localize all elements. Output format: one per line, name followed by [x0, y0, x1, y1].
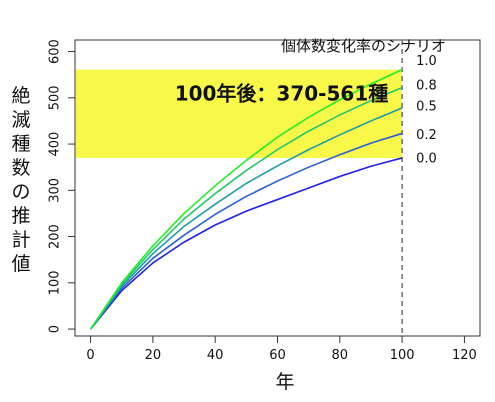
y-tick-label: 0 [48, 325, 63, 333]
series-line-1.0 [89, 68, 403, 330]
series-line-0.8 [89, 86, 403, 330]
x-tick-label: 20 [145, 348, 162, 363]
series-label-0.5: 0.5 [416, 100, 437, 115]
x-tick-label: 0 [86, 348, 94, 363]
y-tick-label: 200 [48, 224, 63, 249]
series-line-0.2 [89, 132, 403, 330]
legend-title: 個体数変化率のシナリオ [281, 37, 446, 55]
series-label-0.0: 0.0 [416, 151, 437, 166]
x-tick-label: 80 [332, 348, 349, 363]
axes: 0 20 40 60 80 100 120 0 100 200 300 400 500 600 [48, 39, 481, 363]
series-lines [89, 68, 403, 330]
series-line-0.0 [89, 157, 403, 330]
series-label-1.0: 1.0 [416, 54, 437, 69]
series-line-0.5 [89, 107, 403, 330]
y-tick-label: 500 [48, 85, 63, 110]
y-tick-label: 300 [48, 178, 63, 203]
y-tick-label: 400 [48, 132, 63, 157]
series-label-0.2: 0.2 [416, 128, 437, 143]
annotation-text: 100年後：370-561種 [175, 82, 389, 106]
x-tick-label: 40 [207, 348, 224, 363]
y-tick-label: 100 [48, 270, 63, 295]
series-label-0.8: 0.8 [416, 78, 437, 93]
y-axis-label: 絶滅種数の推計値 [11, 85, 30, 275]
y-tick-label: 600 [48, 39, 63, 64]
highlight-band [76, 69, 403, 158]
labels: 1.0 0.8 0.5 0.2 0.0 [416, 54, 437, 166]
x-tick-label: 100 [390, 348, 415, 363]
highlight-band-layer [76, 69, 403, 158]
x-tick-label: 60 [269, 348, 286, 363]
x-axis-label: 年 [275, 371, 294, 393]
x-tick-label: 120 [452, 348, 477, 363]
